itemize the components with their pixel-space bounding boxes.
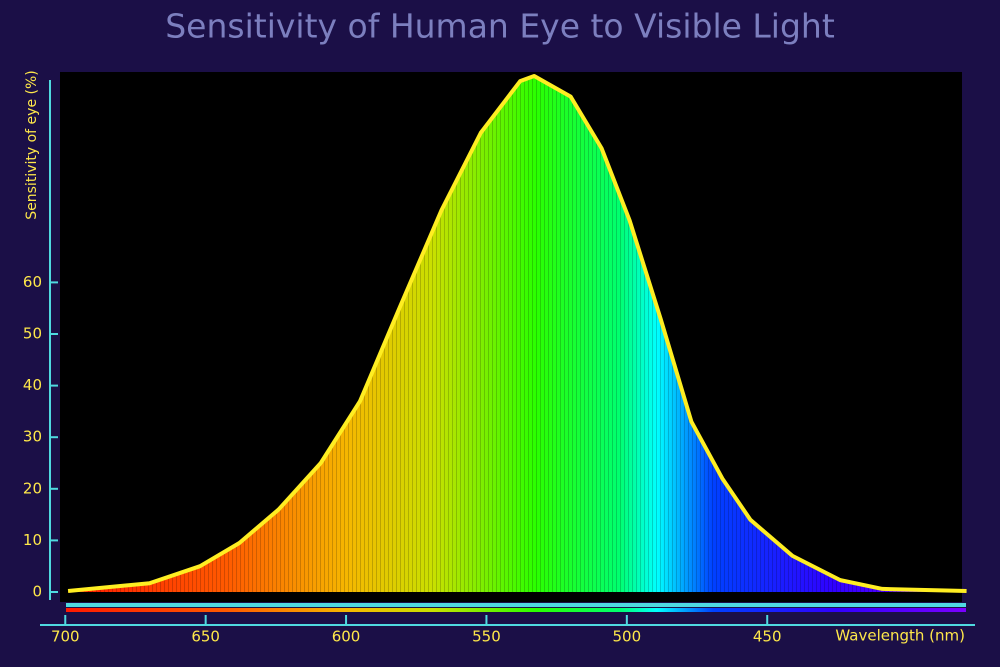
x-axis-label: Wavelength (nm) <box>835 627 965 645</box>
x-tick-label: 450 <box>753 628 782 646</box>
y-tick-label: 10 <box>23 531 42 549</box>
y-tick-label: 0 <box>32 583 42 601</box>
x-tick-label: 550 <box>472 628 501 646</box>
y-tick-label: 60 <box>23 273 42 291</box>
x-tick-label: 600 <box>332 628 361 646</box>
y-tick-label: 40 <box>23 376 42 394</box>
x-tick-label: 650 <box>191 628 220 646</box>
x-tick-label: 700 <box>51 628 80 646</box>
band <box>66 603 966 607</box>
band <box>66 608 966 612</box>
x-tick-label: 500 <box>613 628 642 646</box>
spectrum-bands <box>66 603 966 612</box>
y-tick-label: 30 <box>23 428 42 446</box>
curve <box>67 74 967 593</box>
y-axis-label: Sensitivity of eye (%) <box>24 70 40 219</box>
area-stripes <box>68 76 967 592</box>
chart-title: Sensitivity of Human Eye to Visible Ligh… <box>165 7 835 46</box>
y-tick-label: 20 <box>23 479 42 497</box>
y-tick-label: 50 <box>23 325 42 343</box>
